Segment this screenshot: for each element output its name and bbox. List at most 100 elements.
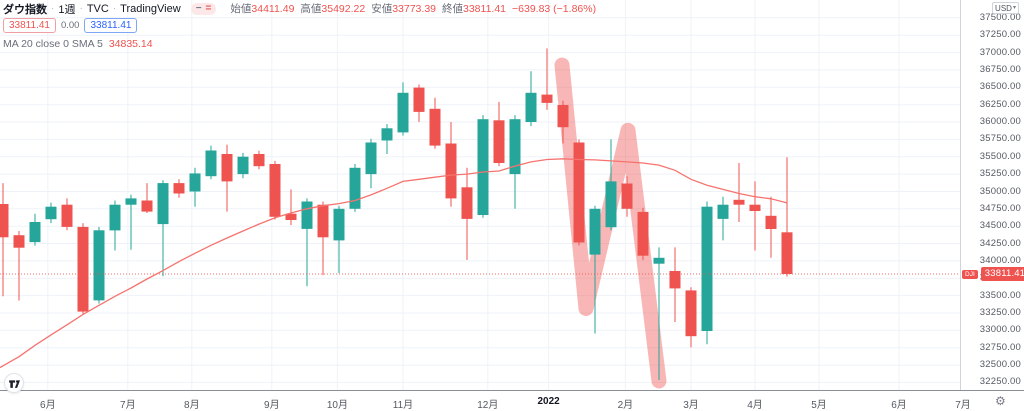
time-tick-label: 6月 <box>40 400 56 411</box>
time-tick-label: 2022 <box>537 396 560 407</box>
bid-chip[interactable]: 33811.41 <box>3 18 56 33</box>
price-tick-label: 34250.00 <box>979 237 1021 249</box>
legend-menu-icon[interactable]: = <box>205 2 212 14</box>
price-tick-label: 34000.00 <box>979 254 1021 266</box>
chart-legend: ダウ指数 · 1週 · TVC · TradingView − = 始値 344… <box>3 2 596 50</box>
candle-body <box>445 143 457 199</box>
low-value: 33773.39 <box>392 2 436 15</box>
price-tick-label: 33000.00 <box>979 324 1021 336</box>
time-tick-label: 7月 <box>120 400 136 411</box>
candle-body <box>125 198 137 205</box>
legend-minus-icon[interactable]: − <box>195 2 202 14</box>
price-tick-label: 33250.00 <box>979 307 1021 318</box>
price-tick-label: 37250.00 <box>979 29 1021 41</box>
time-tick-label: 9月 <box>264 400 280 411</box>
high-label: 高値 <box>300 3 322 15</box>
indicator-row: MA 20 close 0 SMA 5 34835.14 <box>3 38 596 50</box>
candle-body <box>397 92 409 133</box>
price-tick-label: 32500.00 <box>979 359 1021 371</box>
candle-body <box>77 226 89 312</box>
candle-body <box>573 142 585 243</box>
time-tick-label: 12月 <box>477 400 499 411</box>
indicator-value: 34835.14 <box>108 38 153 50</box>
price-tick-label: 36500.00 <box>979 81 1021 93</box>
price-axis[interactable]: 37500.00 37250.00 37000.00 36750.00 36500.00… <box>961 0 1024 390</box>
price-tick-label: 34500.00 <box>979 220 1021 232</box>
candle-body <box>717 204 729 219</box>
separator-dot: · <box>79 3 83 14</box>
legend-actions[interactable]: − = <box>190 2 217 15</box>
candle-body <box>461 187 473 219</box>
low-label: 安値 <box>371 3 393 15</box>
candle-body <box>29 222 41 243</box>
quote-chips-row: 33811.41 0.00 33811.41 <box>3 18 596 33</box>
candle-body <box>541 94 553 103</box>
candle-body <box>317 204 329 238</box>
candle-body <box>333 208 345 241</box>
chevron-down-icon: ▾ <box>1012 5 1016 11</box>
price-tick-label: 35500.00 <box>979 150 1021 162</box>
candle-body <box>221 154 233 182</box>
price-tick-label: 35000.00 <box>979 185 1021 197</box>
time-tick-label: 4月 <box>747 400 763 411</box>
gear-icon[interactable]: ⚙ <box>995 394 1006 408</box>
last-price-axis-labels: DJI 33811.41 <box>962 267 1024 281</box>
candle-body <box>349 167 361 209</box>
candle-body <box>93 230 105 301</box>
candle-body <box>269 164 281 217</box>
price-tick-label: 36750.00 <box>979 63 1021 75</box>
price-tick-label: 36000.00 <box>979 116 1021 127</box>
close-label: 終値 <box>442 3 463 15</box>
ask-chip[interactable]: 33811.41 <box>84 18 138 33</box>
separator-dot: · <box>51 3 55 14</box>
last-price-label: 33811.41 <box>980 267 1024 281</box>
symbol-name[interactable]: ダウ指数 <box>3 3 47 16</box>
price-tick-label: 37500.00 <box>979 11 1021 23</box>
open-label: 始値 <box>230 3 252 15</box>
currency-label: USD <box>995 3 1012 13</box>
exchange-label[interactable]: TVC <box>86 2 109 15</box>
provider-label: TradingView <box>120 2 181 15</box>
candle-body <box>45 206 57 220</box>
price-tick-label: 35750.00 <box>979 133 1021 145</box>
spread-value: 0.00 <box>60 20 80 31</box>
candle-body <box>765 215 777 229</box>
time-tick-label: 8月 <box>184 400 200 411</box>
candle-body <box>589 208 601 255</box>
price-tick-label: 32750.00 <box>979 341 1021 353</box>
candle-body <box>477 119 489 215</box>
candle-body <box>301 201 313 229</box>
price-tick-label: 32250.00 <box>979 376 1021 388</box>
sma-line <box>0 158 788 369</box>
symbol-row: ダウ指数 · 1週 · TVC · TradingView − = 始値 344… <box>3 2 597 16</box>
candle-body <box>189 173 201 192</box>
candle-body <box>781 232 793 274</box>
candle-body <box>157 183 169 225</box>
candle-body <box>637 211 649 256</box>
open-value: 34411.49 <box>251 2 295 15</box>
candle-body <box>493 120 505 163</box>
interval-label[interactable]: 1週 <box>58 3 76 16</box>
candle-body <box>653 257 665 264</box>
candle-body <box>621 183 633 209</box>
candle-body <box>413 87 425 112</box>
separator-dot: · <box>112 3 117 14</box>
tradingview-logo[interactable] <box>4 373 24 393</box>
candle-body <box>237 156 249 175</box>
candle-body <box>525 92 537 122</box>
currency-selector[interactable]: USD ▾ <box>992 2 1019 14</box>
indicator-label[interactable]: MA 20 close 0 SMA 5 <box>3 38 103 50</box>
time-tick-label: 2月 <box>617 400 634 411</box>
candle-body <box>429 108 441 146</box>
time-axis[interactable]: 6月 7月 8月 9月 10月 11月 12月 2022 2月 3月 4月 5月 6月 7月 <box>0 391 1024 411</box>
candle-body <box>61 204 73 227</box>
price-tick-label: 34750.00 <box>979 202 1021 214</box>
tradingview-logo-glyph <box>9 380 20 388</box>
candle-body <box>285 213 297 220</box>
time-tick-label: 6月 <box>891 400 907 411</box>
high-value: 35492.22 <box>321 2 366 15</box>
candle-body <box>365 142 377 175</box>
change-value: −639.83 (−1.86%) <box>512 2 597 15</box>
